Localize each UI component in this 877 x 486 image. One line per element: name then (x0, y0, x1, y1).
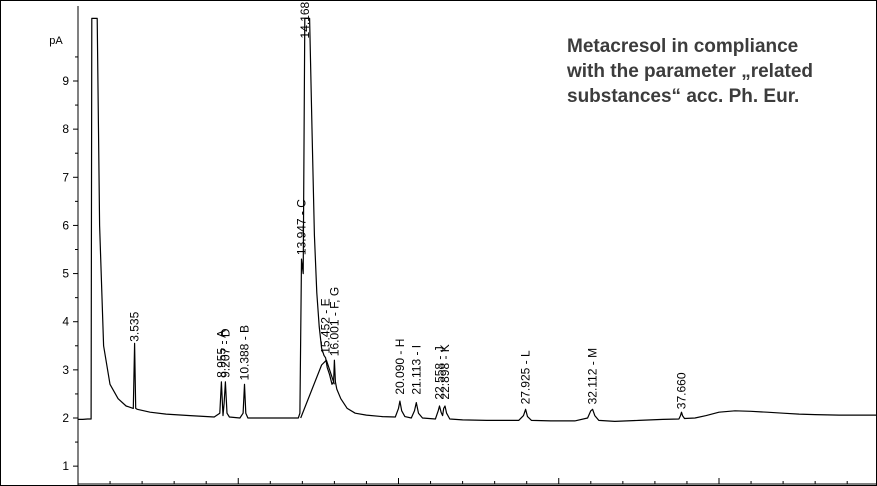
y-tick-label: 9 (62, 74, 69, 88)
y-tick-label: 1 (62, 459, 69, 473)
peak-label: 37.660 (674, 372, 688, 409)
peak-label: 15.452 - E (319, 298, 333, 353)
y-tick-label: 6 (62, 218, 69, 232)
annotation-line-2: with the parameter „related (567, 61, 814, 82)
y-axis-label: pA (49, 35, 63, 47)
peak-label: 20.090 - H (393, 339, 407, 395)
y-tick-label: 8 (62, 122, 69, 136)
y-tick-label: 4 (62, 315, 69, 329)
peak-label: 10.388 - B (238, 325, 252, 380)
peak-label: 21.113 - I (409, 345, 423, 395)
peak-label: 14.168 - Metacresol (298, 0, 312, 38)
annotation-box: Metacresol in compliance with the parame… (567, 34, 867, 109)
y-tick-label: 2 (62, 411, 69, 425)
peak-label: 9.207 - D (218, 328, 232, 378)
peak-label: 8.955 - A (214, 330, 228, 378)
peak-label: 16.001 - F, G (327, 287, 341, 356)
x-axis-label: min (860, 483, 876, 486)
x-tick-label: 30 (552, 483, 566, 486)
annotation-line-1: Metacresol in compliance (567, 36, 799, 57)
series-line-baseline (300, 359, 335, 419)
series-line-signal (78, 17, 877, 422)
y-tick-label: 5 (62, 267, 69, 281)
x-tick-label: 0 (75, 483, 82, 486)
x-tick-label: 40 (712, 483, 726, 486)
x-tick-label: 10 (232, 483, 246, 486)
peak-label: 13.947 - C (295, 199, 309, 255)
y-tick-label: 7 (62, 170, 69, 184)
chromatogram-trace (78, 17, 877, 422)
peak-label: 22.558 - J (432, 346, 446, 399)
peak-label: 3.535 (128, 311, 142, 341)
peak-label: 27.925 - L (518, 350, 532, 404)
x-tick-label: 20 (392, 483, 406, 486)
peak-labels: 3.535 8.955 - A9.207 - D 10.388 - B 13.947 … (128, 0, 689, 409)
y-tick-label: 3 (62, 363, 69, 377)
axes: 1 2 3 4 5 6 7 8 9 pA 0 10 20 30 40 min (49, 6, 877, 486)
peak-label: 32.112 - M (586, 348, 600, 404)
peak-label: 22.898 - K (438, 344, 452, 399)
annotation-line-3: substances“ acc. Ph. Eur. (567, 86, 800, 107)
